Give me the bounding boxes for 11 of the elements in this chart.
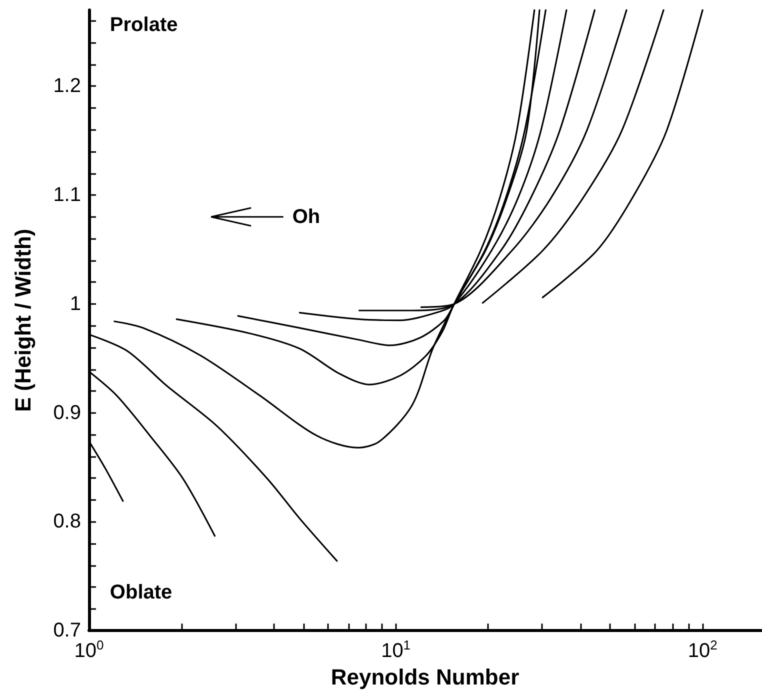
y-tick-label: 1 (70, 292, 81, 315)
annotation: Oh (292, 206, 320, 228)
annotation: Oblate (110, 581, 172, 604)
y-tick-label: 0.9 (53, 402, 81, 424)
y-tick-label: 1.1 (53, 184, 81, 206)
y-tick-label: 1.2 (53, 75, 81, 98)
annotation: Prolate (110, 14, 178, 36)
y-axis-title: E (Height / Width) (10, 228, 36, 412)
x-axis-title: Reynolds Number (330, 664, 520, 690)
y-tick-label: 0.8 (53, 510, 81, 533)
y-tick-label: 0.7 (53, 620, 81, 642)
